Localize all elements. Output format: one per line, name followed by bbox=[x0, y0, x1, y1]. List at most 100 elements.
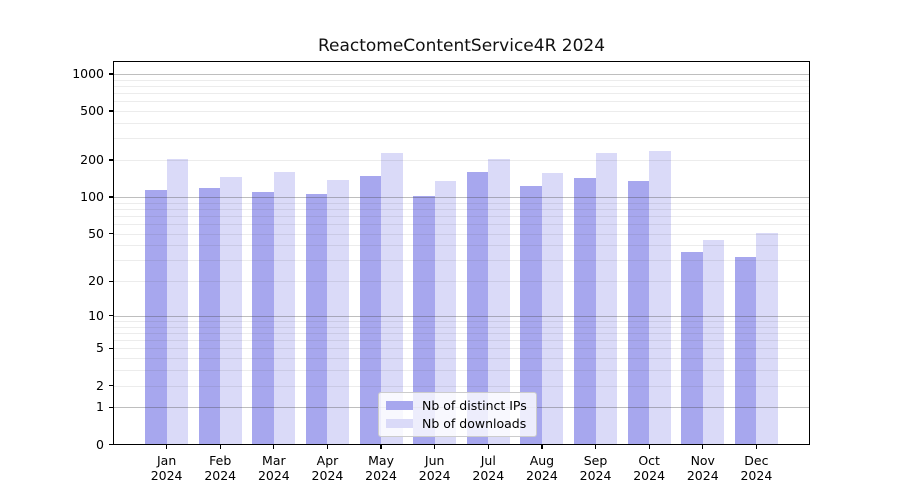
x-tick-label-oct: Oct 2024 bbox=[633, 452, 666, 483]
chart-title: ReactomeContentService4R 2024 bbox=[317, 36, 606, 56]
legend-item-distinct-ips: Nb of distinct IPs bbox=[386, 398, 527, 413]
y-tick-mark-10 bbox=[108, 315, 113, 317]
bar-nov-downloads bbox=[702, 240, 725, 445]
gridline-300 bbox=[113, 138, 810, 140]
x-tick-label-jan: Jan 2024 bbox=[150, 452, 183, 483]
x-tick-label-feb: Feb 2024 bbox=[204, 452, 237, 483]
gridline-800 bbox=[113, 85, 810, 87]
gridline-5 bbox=[113, 348, 810, 350]
x-tick-label-mar: Mar 2024 bbox=[257, 452, 290, 483]
bar-dec-ips bbox=[734, 257, 757, 445]
y-tick-mark-200 bbox=[108, 159, 113, 161]
gridline-70 bbox=[113, 215, 810, 217]
gridline-100 bbox=[113, 197, 810, 198]
bar-feb-ips bbox=[198, 187, 221, 445]
legend-label-distinct-ips: Nb of distinct IPs bbox=[422, 398, 527, 413]
x-tick-mark-apr bbox=[326, 444, 329, 449]
grid-layer bbox=[113, 61, 810, 445]
bar-jun-downloads bbox=[434, 181, 457, 445]
bar-aug-downloads bbox=[541, 173, 564, 445]
x-tick-label-jun: Jun 2024 bbox=[418, 452, 451, 483]
x-tick-label-may: May 2024 bbox=[365, 452, 397, 483]
gridline-10 bbox=[113, 315, 810, 317]
x-tick-mark-aug bbox=[541, 444, 543, 449]
y-tick-label-100: 100 bbox=[80, 188, 104, 204]
x-tick-mark-nov bbox=[702, 444, 704, 449]
gridline-200 bbox=[113, 160, 810, 162]
y-tick-mark-2 bbox=[108, 384, 113, 387]
gridline-500 bbox=[113, 111, 810, 113]
x-tick-label-nov: Nov 2024 bbox=[686, 452, 719, 483]
gridline-8 bbox=[113, 326, 810, 328]
y-tick-mark-100 bbox=[108, 196, 113, 198]
y-tick-label-0: 0 bbox=[96, 436, 104, 452]
x-tick-mark-dec bbox=[755, 444, 757, 449]
gridline-900 bbox=[113, 79, 810, 81]
bar-sep-ips bbox=[574, 177, 596, 445]
gridline-20 bbox=[113, 281, 810, 283]
y-tick-label-2: 2 bbox=[96, 377, 104, 393]
y-tick-mark-5 bbox=[108, 347, 113, 349]
y-tick-label-20: 20 bbox=[88, 273, 104, 289]
y-tick-mark-1000 bbox=[108, 73, 113, 75]
x-tick-mark-jun bbox=[434, 444, 436, 449]
x-tick-label-jul: Jul 2024 bbox=[472, 452, 505, 483]
x-tick-mark-mar bbox=[273, 444, 275, 449]
legend-item-downloads: Nb of downloads bbox=[386, 416, 527, 431]
y-tick-mark-500 bbox=[108, 110, 113, 112]
gridline-40 bbox=[113, 245, 810, 247]
legend-swatch-distinct-ips bbox=[386, 401, 413, 410]
x-tick-label-aug: Aug 2024 bbox=[526, 452, 558, 483]
y-tick-label-1000: 1000 bbox=[72, 65, 104, 81]
gridline-600 bbox=[113, 101, 810, 103]
y-tick-label-10: 10 bbox=[88, 307, 104, 323]
bar-oct-ips bbox=[627, 180, 650, 445]
gridline-700 bbox=[113, 93, 810, 95]
bar-apr-downloads bbox=[327, 179, 349, 445]
bar-apr-ips bbox=[305, 193, 328, 445]
bar-jun-ips bbox=[413, 195, 435, 445]
bar-may-downloads bbox=[381, 152, 403, 445]
bar-feb-downloads bbox=[220, 176, 242, 445]
gridline-3 bbox=[113, 370, 810, 372]
y-tick-mark-50 bbox=[108, 233, 113, 235]
gridline-6 bbox=[113, 340, 810, 342]
gridline-7 bbox=[113, 333, 810, 334]
bar-nov-ips bbox=[681, 252, 703, 445]
gridline-1000 bbox=[113, 73, 810, 75]
x-tick-mark-feb bbox=[219, 444, 221, 449]
bar-mar-downloads bbox=[273, 171, 296, 445]
gridline-4 bbox=[113, 358, 810, 360]
y-tick-mark-1 bbox=[108, 406, 113, 408]
bar-jan-downloads bbox=[166, 158, 189, 445]
y-tick-label-200: 200 bbox=[80, 152, 104, 168]
x-tick-label-apr: Apr 2024 bbox=[311, 452, 344, 483]
plot-area bbox=[113, 61, 810, 445]
gridline-9 bbox=[113, 321, 810, 322]
y-tick-label-500: 500 bbox=[80, 103, 104, 119]
bar-mar-ips bbox=[252, 191, 274, 445]
legend: Nb of distinct IPs Nb of downloads bbox=[378, 392, 537, 437]
y-tick-label-50: 50 bbox=[88, 225, 104, 241]
x-tick-mark-oct bbox=[648, 444, 650, 449]
x-tick-label-sep: Sep 2024 bbox=[579, 452, 612, 483]
gridline-60 bbox=[113, 224, 810, 225]
x-tick-mark-jan bbox=[166, 444, 168, 449]
bar-jan-ips bbox=[145, 189, 167, 445]
bar-aug-ips bbox=[520, 186, 542, 445]
bar-sep-downloads bbox=[595, 152, 618, 445]
gridline-90 bbox=[113, 202, 810, 204]
legend-label-downloads: Nb of downloads bbox=[422, 416, 527, 431]
gridline-2 bbox=[113, 385, 810, 387]
gridline-80 bbox=[113, 208, 810, 210]
bar-dec-downloads bbox=[756, 232, 778, 445]
bars-layer bbox=[113, 61, 810, 445]
gridline-50 bbox=[113, 233, 810, 235]
x-tick-mark-sep bbox=[594, 444, 597, 449]
x-tick-label-dec: Dec 2024 bbox=[740, 452, 773, 483]
x-tick-mark-may bbox=[380, 444, 382, 449]
gridline-30 bbox=[113, 260, 810, 262]
y-tick-label-5: 5 bbox=[96, 340, 104, 356]
legend-swatch-downloads bbox=[386, 419, 413, 428]
